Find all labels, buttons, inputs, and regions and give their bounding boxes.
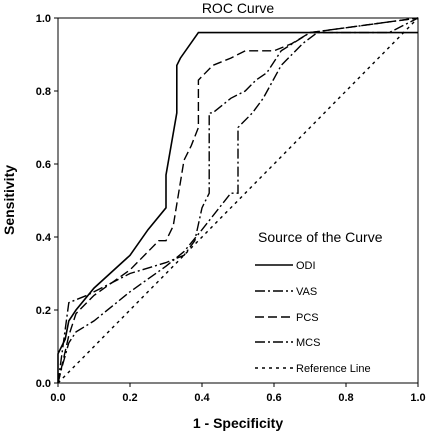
- y-tick-label: 0.2: [36, 305, 51, 317]
- x-axis-label: 1 - Specificity: [193, 415, 283, 431]
- series-line-pcs: [57, 17, 419, 384]
- legend-label: Reference Line: [296, 363, 371, 375]
- x-axis-ticks: 0.0 0.2 0.4 0.6 0.8 1.0: [50, 383, 426, 404]
- chart-title: ROC Curve: [202, 0, 275, 16]
- legend-label: ODI: [296, 260, 316, 272]
- legend: Source of the Curve ODI VAS PCS MCS Referenc…: [255, 229, 383, 375]
- y-tick-label: 0.8: [36, 86, 51, 98]
- series-line-mcs: [57, 17, 419, 384]
- x-tick-label: 0.2: [122, 392, 137, 404]
- y-tick-label: 0.0: [36, 378, 51, 390]
- x-tick-label: 0.4: [194, 392, 210, 404]
- y-tick-label: 0.6: [36, 159, 51, 171]
- x-tick-label: 1.0: [410, 392, 425, 404]
- x-tick-label: 0.6: [266, 392, 281, 404]
- legend-label: MCS: [296, 337, 320, 349]
- x-tick-label: 0.0: [50, 392, 65, 404]
- series-layer: [57, 17, 419, 384]
- y-axis-ticks: 0.0 0.2 0.4 0.6 0.8 1.0: [36, 13, 58, 390]
- x-tick-label: 0.8: [338, 392, 353, 404]
- legend-label: VAS: [296, 286, 317, 298]
- plot-frame: [57, 17, 419, 384]
- y-axis-label: Sensitivity: [1, 165, 17, 235]
- series-line-reference-line: [57, 17, 419, 384]
- series-line-vas: [57, 17, 419, 384]
- series-line-odi: [57, 31, 418, 383]
- y-tick-label: 1.0: [36, 13, 51, 25]
- legend-title: Source of the Curve: [258, 229, 383, 245]
- y-tick-label: 0.4: [36, 232, 52, 244]
- legend-label: PCS: [296, 312, 319, 324]
